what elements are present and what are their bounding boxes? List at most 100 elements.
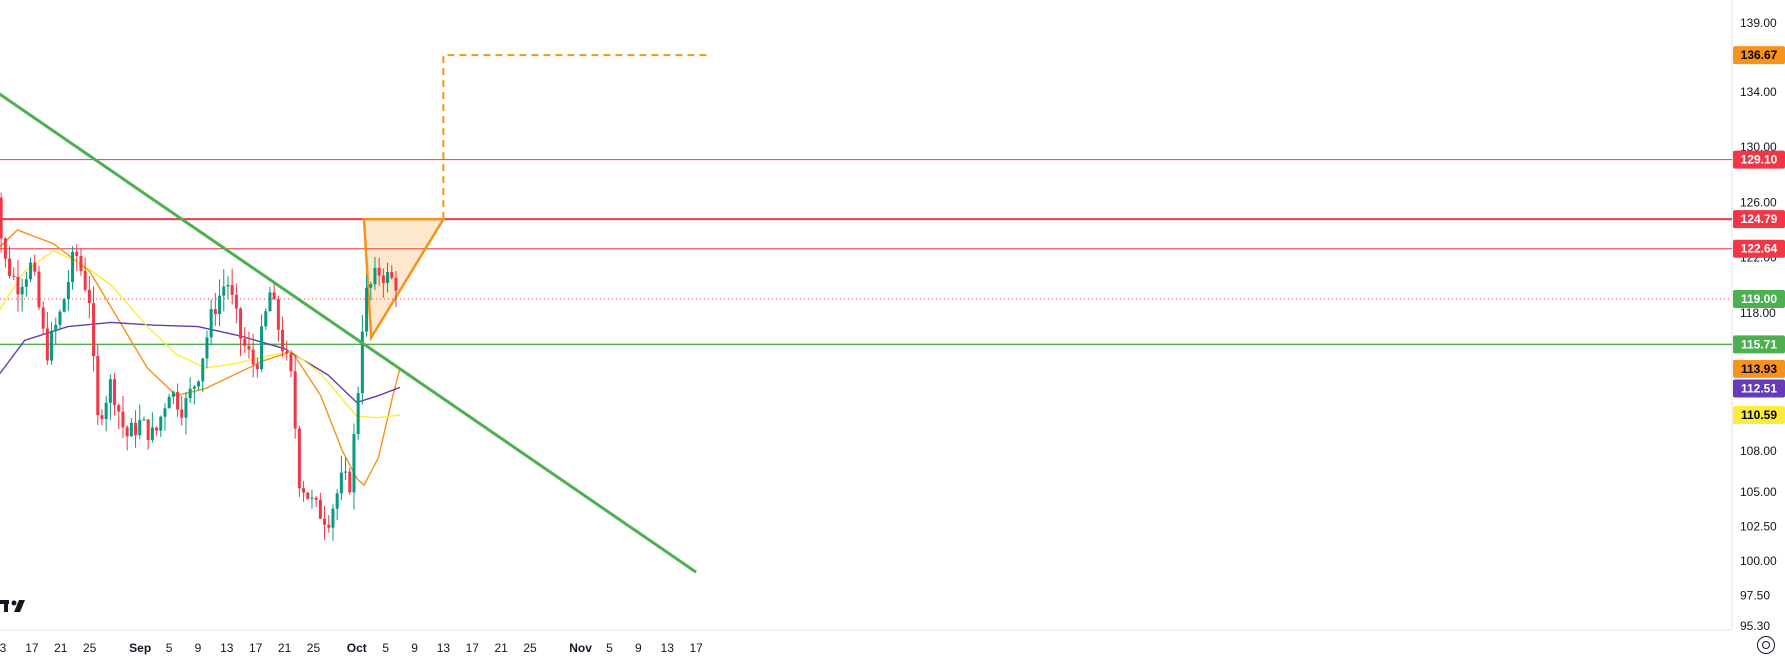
candle-body xyxy=(209,309,213,338)
candle-body xyxy=(197,381,201,387)
price-badge-label: 119.00 xyxy=(1741,292,1777,306)
candle-body xyxy=(29,262,33,280)
candle-body xyxy=(281,329,285,352)
candle-body xyxy=(159,416,163,431)
candle-body xyxy=(3,238,7,259)
x-tick-label: 25 xyxy=(83,641,97,655)
x-tick-label: 17 xyxy=(25,641,39,655)
candle-body xyxy=(45,328,49,361)
moving-average-line[interactable] xyxy=(0,321,401,404)
candle-body xyxy=(138,420,142,436)
price-badge: 119.00 xyxy=(1733,289,1785,308)
candle-body xyxy=(264,311,268,327)
x-tick-label: Oct xyxy=(347,641,367,655)
candle-body xyxy=(230,285,234,295)
candle-body xyxy=(100,415,104,420)
candle-body xyxy=(255,364,259,370)
candle-body xyxy=(344,471,348,473)
candle-body xyxy=(243,338,247,346)
candle-body xyxy=(365,287,369,332)
candle-body xyxy=(12,275,16,277)
candle-body xyxy=(314,497,318,500)
moving-average-line[interactable] xyxy=(0,249,401,419)
candle-body xyxy=(285,351,289,354)
moving-average-line[interactable] xyxy=(0,229,401,487)
tradingview-logo xyxy=(0,596,36,616)
candle-body xyxy=(192,386,196,389)
y-tick-label: 126.00 xyxy=(1740,195,1777,209)
y-tick-label: 95.30 xyxy=(1740,619,1770,633)
price-badge-label: 129.10 xyxy=(1741,153,1778,167)
candle-body xyxy=(79,255,83,272)
candle-body xyxy=(260,326,264,370)
x-tick-label: 5 xyxy=(382,641,389,655)
x-tick-label: 25 xyxy=(307,641,321,655)
candle-body xyxy=(121,411,125,428)
target-projection[interactable] xyxy=(442,54,711,220)
candle-body xyxy=(134,422,138,436)
candle-body xyxy=(302,488,306,493)
candle-body xyxy=(50,330,54,361)
candle-body xyxy=(239,308,243,339)
candle-body xyxy=(369,284,373,288)
candle-body xyxy=(335,493,339,509)
candle-body xyxy=(306,492,310,499)
candle-body xyxy=(54,324,58,331)
candle-body xyxy=(92,303,96,357)
x-tick-label: 17 xyxy=(689,641,703,655)
candle-body xyxy=(184,398,188,418)
y-tick-label: 118.00 xyxy=(1740,306,1776,320)
candle-body xyxy=(310,497,314,499)
price-badge: 124.79 xyxy=(1733,210,1785,229)
x-tick-label: Nov xyxy=(569,641,592,655)
candle-body xyxy=(75,251,79,256)
ascending-triangle[interactable] xyxy=(362,217,446,342)
y-tick-label: 139.00 xyxy=(1740,16,1777,30)
candle-body xyxy=(180,409,184,418)
candle-body xyxy=(297,428,301,489)
candle-body xyxy=(276,299,280,330)
x-tick-label: 13 xyxy=(661,641,675,655)
candle-body xyxy=(83,271,87,290)
candle-body xyxy=(356,393,360,435)
price-badge: 113.93 xyxy=(1733,359,1785,378)
price-badge: 122.64 xyxy=(1733,239,1785,258)
candle-body xyxy=(188,388,192,399)
candle-body xyxy=(381,275,385,283)
price-badge: 129.10 xyxy=(1733,150,1785,169)
price-badge-label: 124.79 xyxy=(1741,212,1778,226)
candle-body xyxy=(247,345,251,350)
settings-icon[interactable] xyxy=(1757,636,1775,654)
candle-body xyxy=(352,434,356,493)
descending-trendline[interactable] xyxy=(0,86,697,574)
x-tick-label: 13 xyxy=(220,641,234,655)
price-badge: 112.51 xyxy=(1733,379,1785,398)
x-tick-label: 21 xyxy=(54,641,68,655)
candle-body xyxy=(8,258,12,276)
candle-body xyxy=(108,379,112,403)
candle-body xyxy=(62,299,66,312)
candle-body xyxy=(234,294,238,309)
candle-body xyxy=(218,295,222,315)
candle-body xyxy=(71,251,75,283)
price-badge-label: 113.93 xyxy=(1741,362,1777,376)
candle-body xyxy=(323,518,327,525)
candle-body xyxy=(66,282,70,300)
candle-body xyxy=(390,272,394,278)
candle-body xyxy=(16,276,20,295)
x-tick-label: 17 xyxy=(466,641,480,655)
candle-body xyxy=(176,392,180,410)
price-badge-label: 115.71 xyxy=(1741,337,1777,351)
candle-body xyxy=(41,307,45,329)
candle-body xyxy=(155,427,159,431)
x-tick-label: 9 xyxy=(411,641,418,655)
y-tick-label: 97.50 xyxy=(1740,589,1770,603)
candle-body xyxy=(150,427,154,441)
candle-body xyxy=(104,402,108,420)
x-tick-label: 5 xyxy=(606,641,613,655)
y-tick-label: 108.00 xyxy=(1740,444,1777,458)
candle-body xyxy=(129,422,133,437)
candle-body xyxy=(293,371,297,429)
candle-body xyxy=(222,286,226,296)
